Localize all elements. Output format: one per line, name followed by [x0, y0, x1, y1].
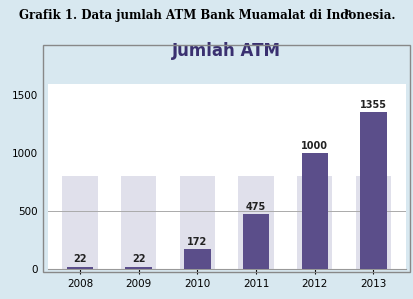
Text: Grafik 1. Data jumlah ATM Bank Muamalat di Indonesia.: Grafik 1. Data jumlah ATM Bank Muamalat …	[19, 9, 394, 22]
Text: 8: 8	[345, 9, 350, 17]
Bar	[184, 249, 210, 269]
Text: 172: 172	[187, 237, 207, 247]
Text: 22: 22	[131, 254, 145, 264]
Bar	[301, 153, 327, 269]
Bar	[359, 112, 386, 269]
Bar	[297, 176, 332, 269]
Bar	[121, 176, 156, 269]
Text: 1355: 1355	[359, 100, 386, 110]
Bar	[66, 266, 93, 269]
Text: 22: 22	[73, 254, 86, 264]
Bar	[238, 176, 273, 269]
Text: Jumlah ATM: Jumlah ATM	[172, 42, 280, 60]
Bar	[125, 266, 152, 269]
Text: 1000: 1000	[301, 141, 328, 151]
Bar	[62, 176, 97, 269]
Text: 475: 475	[245, 202, 266, 212]
Bar	[179, 176, 214, 269]
Bar	[355, 176, 390, 269]
Bar	[242, 214, 268, 269]
